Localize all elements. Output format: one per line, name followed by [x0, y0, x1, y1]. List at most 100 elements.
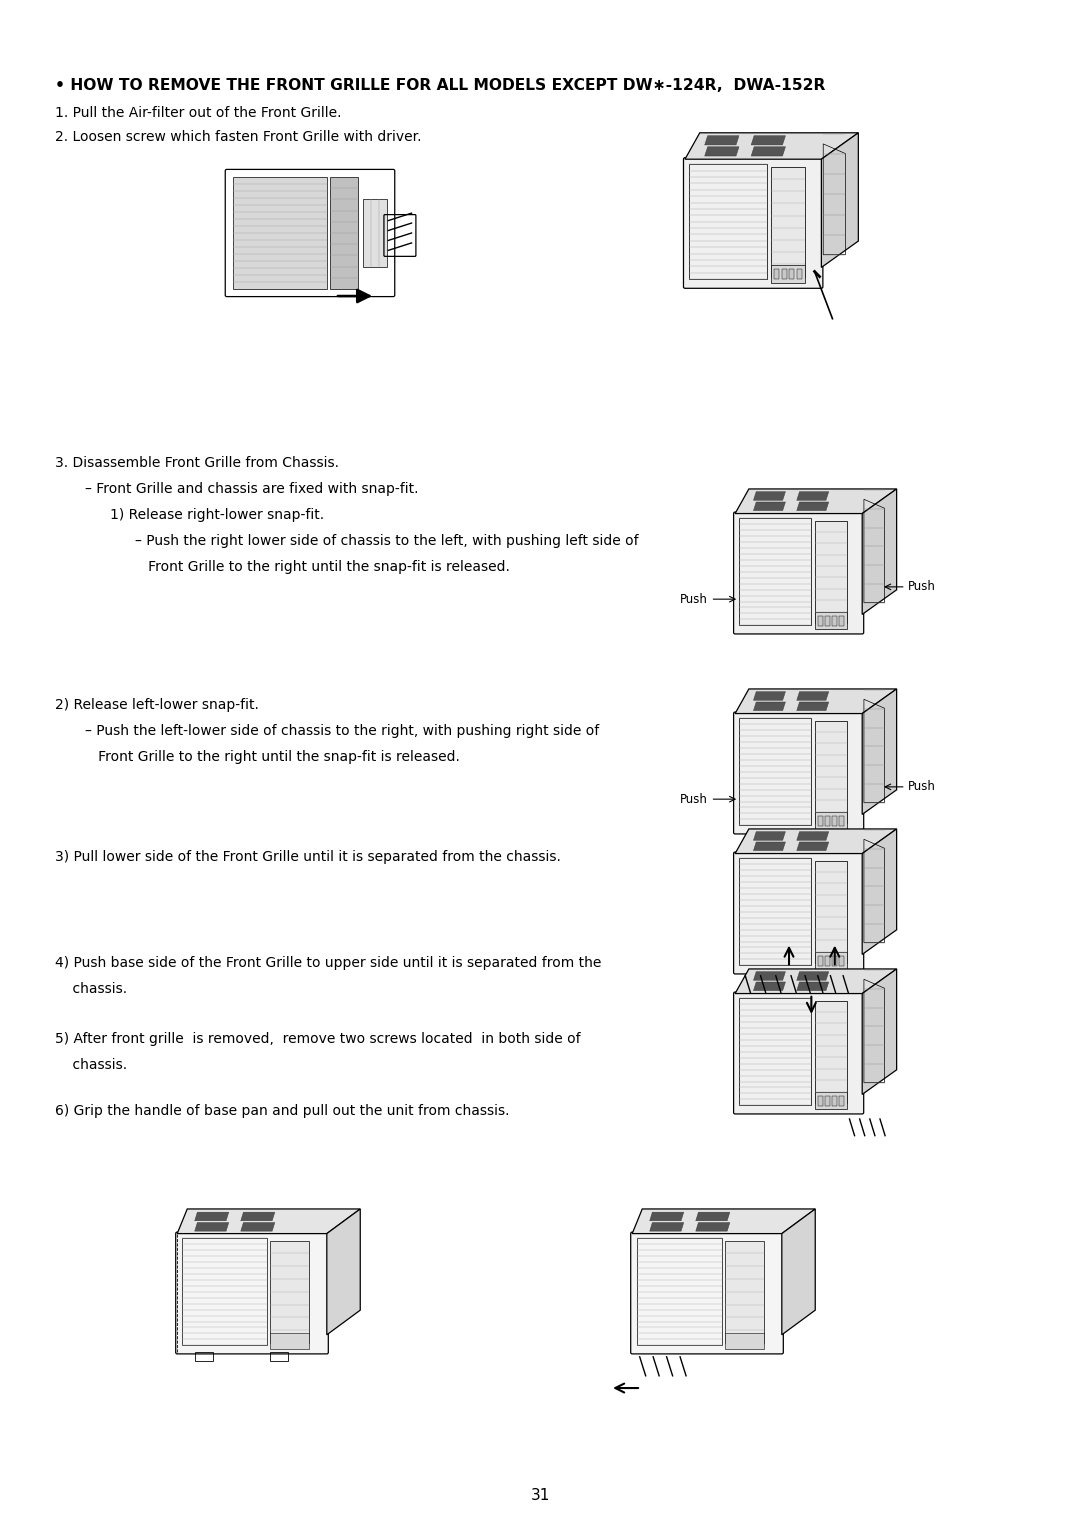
- Polygon shape: [797, 842, 828, 851]
- Polygon shape: [650, 1222, 684, 1232]
- Text: 3) Pull lower side of the Front Grille until it is separated from the chassis.: 3) Pull lower side of the Front Grille u…: [55, 850, 561, 863]
- Bar: [825, 1096, 831, 1106]
- Polygon shape: [862, 689, 896, 814]
- Polygon shape: [696, 1222, 730, 1232]
- Bar: [839, 616, 845, 625]
- Bar: [330, 177, 359, 289]
- Bar: [233, 177, 326, 289]
- Bar: [689, 165, 767, 280]
- Text: Push: Push: [908, 581, 936, 593]
- Text: 5) After front grille  is removed,  remove two screws located  in both side of: 5) After front grille is removed, remove…: [55, 1031, 581, 1047]
- Polygon shape: [650, 1212, 684, 1221]
- Polygon shape: [696, 1212, 730, 1221]
- Polygon shape: [327, 1209, 361, 1335]
- Text: 1. Pull the Air-filter out of the Front Grille.: 1. Pull the Air-filter out of the Front …: [55, 105, 341, 121]
- Polygon shape: [782, 1209, 815, 1335]
- FancyBboxPatch shape: [733, 712, 864, 834]
- Bar: [815, 613, 847, 630]
- Bar: [195, 1352, 213, 1361]
- Polygon shape: [704, 136, 739, 145]
- Polygon shape: [194, 1212, 229, 1221]
- Text: chassis.: chassis.: [55, 1057, 127, 1073]
- Polygon shape: [735, 489, 896, 513]
- Text: • HOW TO REMOVE THE FRONT GRILLE FOR ALL MODELS EXCEPT DW∗-124R,  DWA-152R: • HOW TO REMOVE THE FRONT GRILLE FOR ALL…: [55, 78, 825, 93]
- Polygon shape: [735, 689, 896, 714]
- Text: Push: Push: [680, 593, 708, 605]
- Bar: [825, 816, 831, 825]
- Text: 4) Push base side of the Front Grille to upper side until it is separated from t: 4) Push base side of the Front Grille to…: [55, 957, 602, 970]
- Bar: [782, 269, 787, 280]
- Bar: [819, 955, 823, 966]
- FancyBboxPatch shape: [733, 853, 864, 973]
- Bar: [725, 1334, 764, 1349]
- Text: 31: 31: [530, 1488, 550, 1504]
- Bar: [797, 269, 802, 280]
- Polygon shape: [194, 1222, 229, 1232]
- Bar: [815, 860, 847, 963]
- Bar: [739, 718, 811, 825]
- FancyBboxPatch shape: [176, 1232, 328, 1354]
- Bar: [839, 1096, 845, 1106]
- Text: Push: Push: [680, 793, 708, 805]
- Bar: [771, 167, 805, 277]
- Text: Front Grille to the right until the snap-fit is released.: Front Grille to the right until the snap…: [85, 750, 460, 764]
- Polygon shape: [754, 701, 785, 711]
- Polygon shape: [797, 972, 828, 981]
- Text: – Push the right lower side of chassis to the left, with pushing left side of: – Push the right lower side of chassis t…: [135, 533, 638, 549]
- Polygon shape: [862, 489, 896, 614]
- Polygon shape: [822, 133, 859, 267]
- Bar: [833, 1096, 837, 1106]
- Text: Push: Push: [908, 781, 936, 793]
- Bar: [815, 952, 847, 969]
- Polygon shape: [862, 969, 896, 1094]
- Polygon shape: [241, 1212, 274, 1221]
- Polygon shape: [751, 136, 785, 145]
- Text: 6) Grip the handle of base pan and pull out the unit from chassis.: 6) Grip the handle of base pan and pull …: [55, 1105, 510, 1118]
- Bar: [839, 955, 845, 966]
- Bar: [181, 1238, 267, 1345]
- Bar: [815, 1093, 847, 1109]
- Polygon shape: [751, 147, 785, 156]
- Text: Front Grille to the right until the snap-fit is released.: Front Grille to the right until the snap…: [135, 559, 510, 575]
- Bar: [774, 269, 780, 280]
- Polygon shape: [632, 1209, 815, 1233]
- Bar: [739, 998, 811, 1105]
- Bar: [839, 816, 845, 825]
- Polygon shape: [754, 972, 785, 981]
- Bar: [637, 1238, 721, 1345]
- Bar: [270, 1334, 309, 1349]
- Bar: [771, 264, 805, 283]
- Bar: [815, 521, 847, 623]
- Bar: [825, 616, 831, 625]
- Polygon shape: [754, 503, 785, 510]
- Polygon shape: [177, 1209, 361, 1233]
- Polygon shape: [754, 692, 785, 700]
- Polygon shape: [754, 492, 785, 500]
- Polygon shape: [797, 983, 828, 990]
- Text: 2) Release left-lower snap-fit.: 2) Release left-lower snap-fit.: [55, 698, 259, 712]
- Bar: [833, 616, 837, 625]
- FancyBboxPatch shape: [684, 157, 823, 289]
- Polygon shape: [797, 831, 828, 840]
- Polygon shape: [735, 830, 896, 854]
- Bar: [789, 269, 795, 280]
- Text: 1) Release right-lower snap-fit.: 1) Release right-lower snap-fit.: [110, 507, 324, 523]
- Polygon shape: [797, 492, 828, 500]
- Bar: [815, 1001, 847, 1103]
- Polygon shape: [797, 503, 828, 510]
- Bar: [833, 955, 837, 966]
- Bar: [819, 616, 823, 625]
- Bar: [833, 816, 837, 825]
- Bar: [270, 1352, 288, 1361]
- Bar: [815, 721, 847, 824]
- Polygon shape: [797, 692, 828, 700]
- Bar: [815, 813, 847, 828]
- Polygon shape: [754, 983, 785, 990]
- FancyBboxPatch shape: [733, 992, 864, 1114]
- Polygon shape: [735, 969, 896, 993]
- Text: 2. Loosen screw which fasten Front Grille with driver.: 2. Loosen screw which fasten Front Grill…: [55, 130, 421, 144]
- Bar: [270, 1241, 309, 1343]
- FancyBboxPatch shape: [733, 512, 864, 634]
- Polygon shape: [754, 831, 785, 840]
- Bar: [739, 859, 811, 966]
